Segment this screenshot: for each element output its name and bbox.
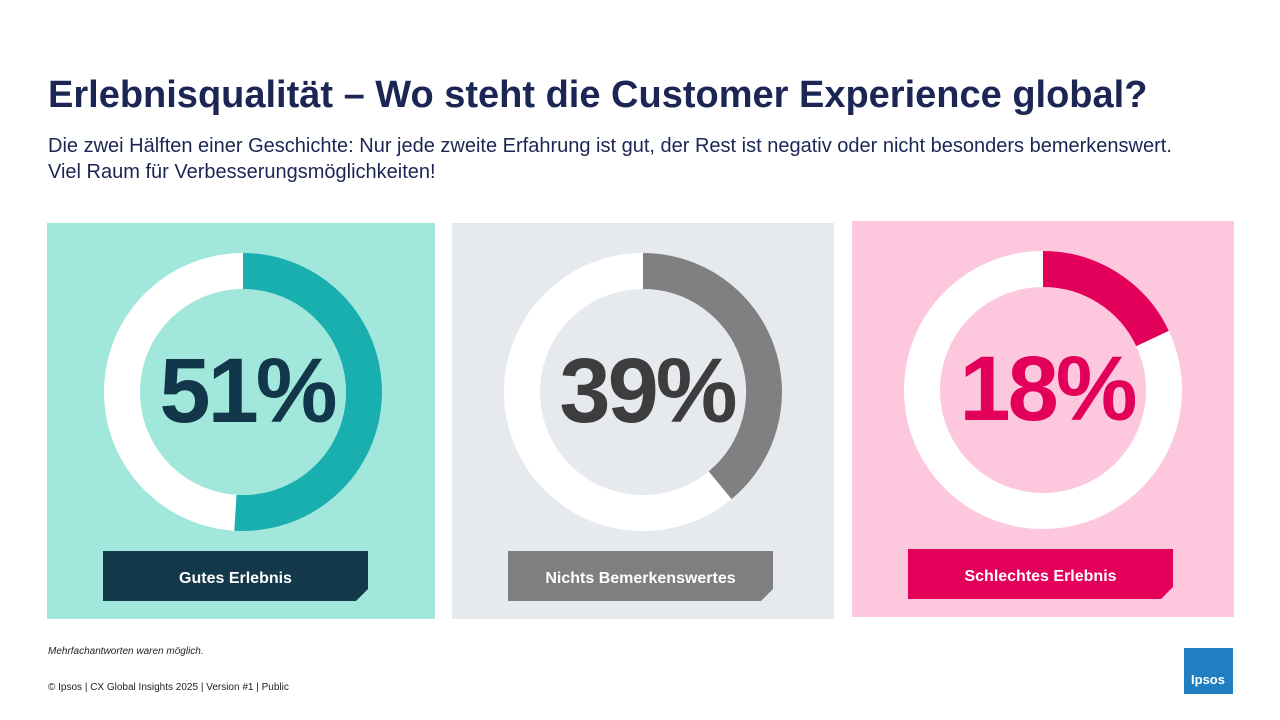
label-box bbox=[103, 551, 368, 601]
donut-arc bbox=[1042, 251, 1169, 347]
category-label: Nichts Bemerkenswertes bbox=[545, 570, 735, 587]
value-label: 39% bbox=[559, 340, 735, 442]
value-label: 18% bbox=[959, 338, 1135, 440]
value-label: 51% bbox=[159, 340, 335, 442]
donut-arc bbox=[234, 253, 382, 531]
label-box bbox=[908, 549, 1173, 599]
logo-box bbox=[1184, 648, 1233, 694]
label-box bbox=[508, 551, 773, 601]
donut-arc bbox=[642, 253, 782, 500]
category-label: Gutes Erlebnis bbox=[179, 570, 292, 587]
footnote: Mehrfachantworten waren möglich. bbox=[48, 646, 204, 657]
slide-title: Erlebnisqualität – Wo steht die Customer… bbox=[48, 74, 1148, 116]
footer: © Ipsos | CX Global Insights 2025 | Vers… bbox=[48, 682, 289, 693]
category-label: Schlechtes Erlebnis bbox=[964, 568, 1116, 585]
logo-text: Ipsos bbox=[1191, 672, 1225, 687]
slide-subtitle: Die zwei Hälften einer Geschichte: Nur j… bbox=[48, 135, 1172, 183]
